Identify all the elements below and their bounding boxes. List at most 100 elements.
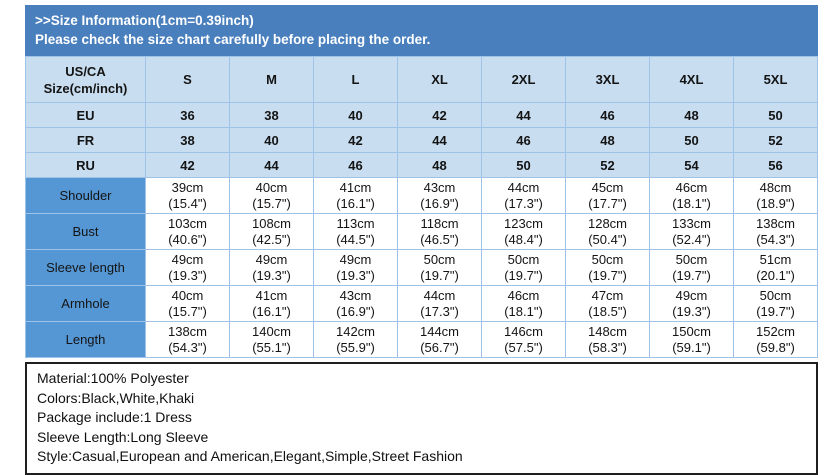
measurement-inch-value: (19.7"): [672, 267, 711, 283]
measurement-inch-value: (19.3"): [672, 303, 711, 319]
measurement-inch-value: (42.5"): [252, 231, 291, 247]
measurement-inch-value: (59.1"): [672, 339, 711, 355]
measurement-inch-value: (56.7"): [420, 339, 459, 355]
measurement-inch-value: (16.1"): [252, 303, 291, 319]
region-size-cell: 44: [481, 102, 566, 128]
measurement-cell: 41cm (16.1"): [313, 177, 398, 214]
region-label: FR: [25, 127, 146, 153]
measurement-cm-value: 108cm: [251, 215, 292, 231]
measurement-cell: 108cm (42.5"): [229, 213, 314, 250]
measurement-cell: 128cm (50.4"): [565, 213, 650, 250]
measurement-cm-value: 46cm: [507, 287, 540, 303]
region-row-ru: RU 42 44 46 48 50 52 54 56: [25, 152, 818, 178]
measurement-cell: 48cm (18.9"): [733, 177, 818, 214]
size-header-cell: M: [229, 56, 314, 103]
measurement-inch-value: (54.3"): [756, 231, 795, 247]
product-detail-package: Package include:1 Dress: [37, 409, 192, 425]
measurement-inch-value: (15.7"): [252, 195, 291, 211]
product-detail-colors: Colors:Black,White,Khaki: [37, 389, 195, 406]
measurement-inch-value: (19.7"): [420, 267, 459, 283]
measurement-inch-value: (44.5"): [336, 231, 375, 247]
corner-header-cell: US/CA Size(cm/inch): [25, 56, 146, 103]
measurement-row-sleeve-length: Sleeve length 49cm (19.3") 49cm (19.3") 49…: [25, 249, 818, 286]
measurement-cell: 50cm (19.7"): [397, 249, 482, 286]
measurement-cm-value: 41cm: [255, 287, 288, 303]
corner-line-2: Size(cm/inch): [43, 80, 128, 96]
measurement-cell: 49cm (19.3"): [649, 285, 734, 322]
measurement-label: Sleeve length: [25, 249, 146, 286]
size-header-row: US/CA Size(cm/inch) S M L XL 2XL 3XL 4XL…: [25, 56, 818, 103]
measurement-cell: 148cm (58.3"): [565, 321, 650, 358]
measurement-cm-value: 152cm: [755, 323, 796, 339]
measurement-cm-value: 50cm: [507, 251, 540, 267]
corner-line-1: US/CA: [65, 63, 106, 79]
measurement-cm-value: 43cm: [339, 287, 372, 303]
measurement-inch-value: (20.1"): [756, 267, 795, 283]
region-size-cell: 38: [229, 102, 314, 128]
measurement-cm-value: 50cm: [759, 287, 792, 303]
region-size-cell: 46: [313, 152, 398, 178]
size-information-panel: >>Size Information(1cm=0.39inch) Please …: [25, 5, 818, 475]
measurement-inch-value: (50.4"): [588, 231, 627, 247]
measurement-cm-value: 49cm: [171, 251, 204, 267]
measurement-row-shoulder: Shoulder 39cm (15.4") 40cm (15.7") 41cm (16…: [25, 177, 818, 214]
measurement-inch-value: (19.7"): [588, 267, 627, 283]
measurement-cm-value: 133cm: [671, 215, 712, 231]
measurement-inch-value: (19.7"): [504, 267, 543, 283]
measurement-cell: 103cm (40.6"): [145, 213, 230, 250]
measurement-inch-value: (19.3"): [168, 267, 207, 283]
measurement-cell: 150cm (59.1"): [649, 321, 734, 358]
region-size-cell: 48: [649, 102, 734, 128]
measurement-cell: 142cm (55.9"): [313, 321, 398, 358]
measurement-inch-value: (18.1"): [504, 303, 543, 319]
measurement-inch-value: (16.1"): [336, 195, 375, 211]
measurement-cell: 51cm (20.1"): [733, 249, 818, 286]
measurement-inch-value: (17.3"): [504, 195, 543, 211]
size-header-cell: 4XL: [649, 56, 734, 103]
measurement-cm-value: 50cm: [675, 251, 708, 267]
measurement-cm-value: 118cm: [420, 215, 459, 231]
measurement-inch-value: (46.5"): [420, 231, 459, 247]
region-size-cell: 46: [565, 102, 650, 128]
measurement-cell: 138cm (54.3"): [145, 321, 230, 358]
measurement-cm-value: 51cm: [759, 251, 792, 267]
measurement-cm-value: 144cm: [419, 323, 460, 339]
size-chart-table: US/CA Size(cm/inch) S M L XL 2XL 3XL 4XL…: [25, 56, 818, 358]
measurement-cm-value: 103cm: [167, 215, 208, 231]
measurement-inch-value: (55.9"): [336, 339, 375, 355]
measurement-cell: 146cm (57.5"): [481, 321, 566, 358]
measurement-cm-value: 49cm: [675, 287, 708, 303]
measurement-cell: 50cm (19.7"): [733, 285, 818, 322]
region-size-cell: 52: [565, 152, 650, 178]
measurement-label: Armhole: [25, 285, 146, 322]
size-header-cell: 2XL: [481, 56, 566, 103]
measurement-cm-value: 44cm: [423, 287, 456, 303]
measurement-label: Length: [25, 321, 146, 358]
measurement-label: Bust: [25, 213, 146, 250]
banner-line-2: Please check the size chart carefully be…: [35, 32, 431, 47]
measurement-cm-value: 40cm: [255, 179, 288, 195]
measurement-cm-value: 49cm: [339, 251, 372, 267]
region-label: RU: [25, 152, 146, 178]
measurement-cm-value: 113cm: [336, 215, 375, 231]
measurement-inch-value: (16.9"): [336, 303, 375, 319]
measurement-inch-value: (19.7"): [756, 303, 795, 319]
measurement-row-bust: Bust 103cm (40.6") 108cm (42.5") 113cm (44.…: [25, 213, 818, 250]
region-size-cell: 54: [649, 152, 734, 178]
measurement-inch-value: (17.3"): [420, 303, 459, 319]
measurement-cm-value: 123cm: [503, 215, 544, 231]
measurement-cm-value: 150cm: [671, 323, 712, 339]
region-size-cell: 50: [733, 102, 818, 128]
region-size-cell: 52: [733, 127, 818, 153]
region-label: EU: [25, 102, 146, 128]
region-size-cell: 44: [229, 152, 314, 178]
measurement-cell: 41cm (16.1"): [229, 285, 314, 322]
measurement-inch-value: (16.9"): [420, 195, 459, 211]
measurement-cm-value: 49cm: [255, 251, 288, 267]
measurement-cell: 49cm (19.3"): [145, 249, 230, 286]
region-size-cell: 42: [313, 127, 398, 153]
measurement-cell: 39cm (15.4"): [145, 177, 230, 214]
size-header-cell: 5XL: [733, 56, 818, 103]
measurement-inch-value: (40.6"): [168, 231, 207, 247]
region-size-cell: 56: [733, 152, 818, 178]
